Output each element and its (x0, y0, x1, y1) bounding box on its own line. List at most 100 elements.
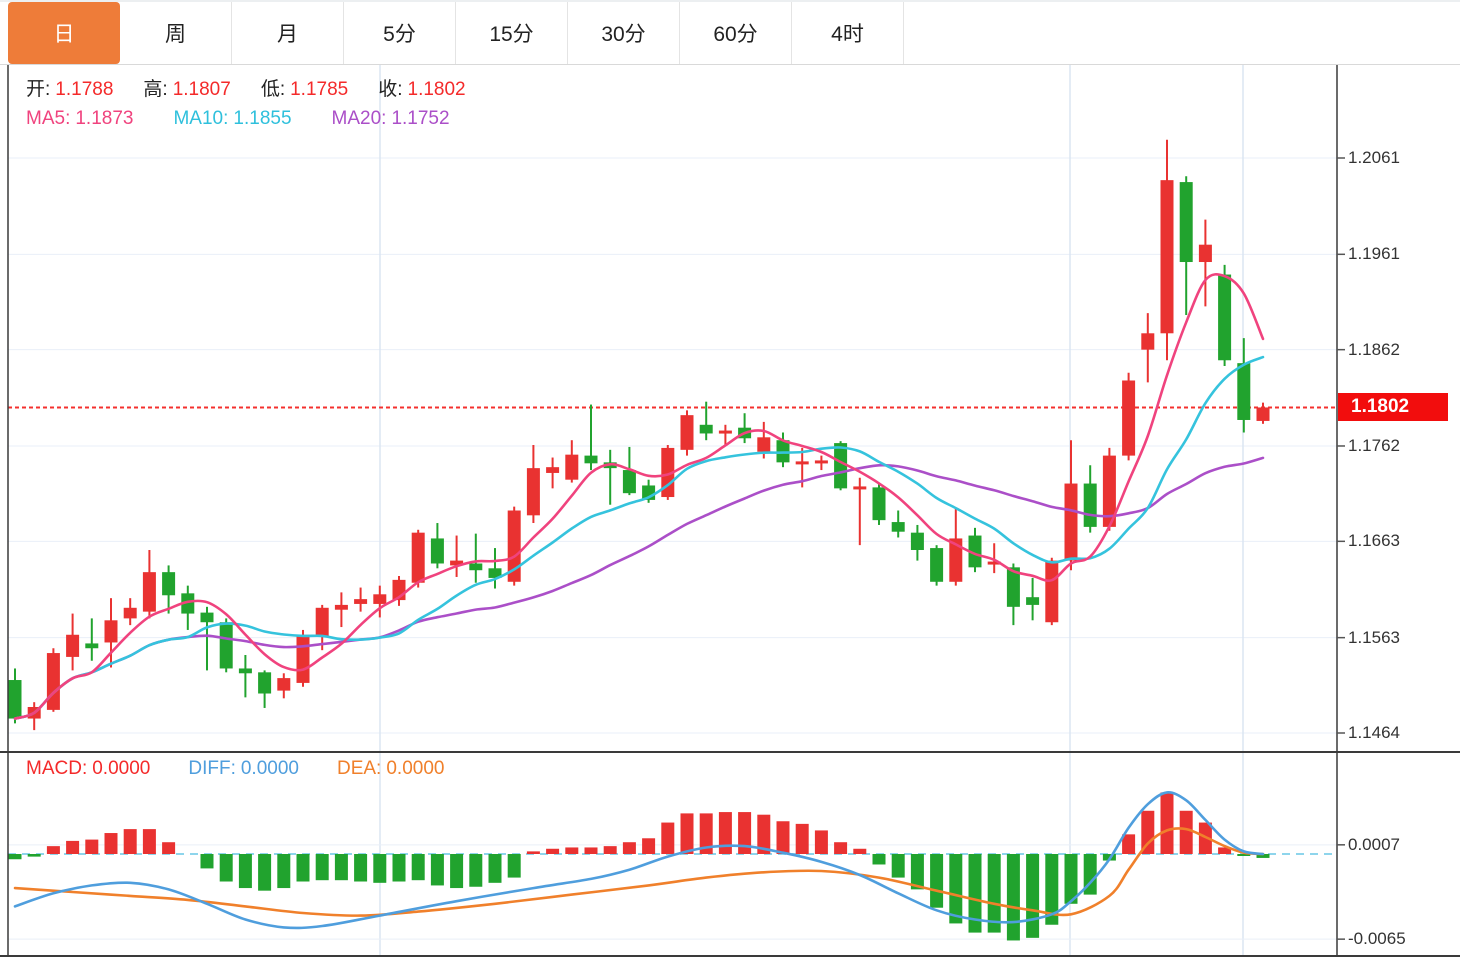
candle-body (814, 460, 828, 464)
macd-bar (200, 854, 214, 869)
candle-body (565, 454, 579, 480)
candle-body (1064, 483, 1078, 561)
tab-30min[interactable]: 30分 (568, 2, 680, 64)
ma10-value: 1.1855 (233, 108, 292, 129)
macd-bar (718, 812, 732, 854)
macd-tick-1: 0.0007 (1348, 835, 1400, 854)
macd-bar (488, 854, 502, 883)
ma20-line (13, 456, 1265, 720)
ma5-line (13, 273, 1265, 720)
candle-body (661, 447, 675, 498)
macd-bar (296, 854, 310, 882)
macd-bar (373, 854, 387, 883)
tab-day[interactable]: 日 (8, 2, 120, 64)
candle-body (430, 538, 444, 564)
price-tick-7: 1.1464 (1348, 723, 1400, 742)
candle-body (238, 668, 252, 674)
candle-body (258, 672, 272, 694)
macd-bar (450, 854, 464, 889)
candle-body (85, 643, 99, 649)
macd-bar (315, 854, 329, 881)
tab-60min[interactable]: 60分 (680, 2, 792, 64)
candle-body (104, 620, 118, 643)
candle-body (546, 467, 560, 473)
macd-bar (123, 829, 137, 854)
close-label: 收: (378, 79, 403, 100)
candle-body (584, 455, 598, 464)
macd-bar (642, 838, 656, 854)
macd-label: MACD: (26, 758, 88, 779)
macd-bar (872, 854, 886, 865)
macd-bar (277, 854, 291, 889)
macd-bar (27, 854, 41, 857)
macd-bar (814, 830, 828, 854)
candle-body (1006, 567, 1020, 607)
ma10-line (13, 355, 1265, 720)
candle-body (987, 561, 1001, 565)
tab-5min[interactable]: 5分 (344, 2, 456, 64)
macd-bar (104, 833, 118, 854)
macd-bar (930, 854, 944, 908)
macd-bar (661, 822, 675, 854)
macd-bar (85, 839, 99, 854)
candle-body (354, 599, 368, 604)
macd-bar (46, 846, 60, 854)
macd-bar (1160, 792, 1174, 854)
macd-bar (258, 854, 272, 891)
macd-bar (738, 812, 752, 854)
macd-bar (584, 847, 598, 854)
tab-week[interactable]: 周 (120, 2, 232, 64)
dea-value: 0.0000 (386, 758, 445, 779)
macd-bar (776, 821, 790, 854)
candle-body (66, 634, 80, 657)
candle-body (930, 548, 944, 582)
macd-bar (987, 854, 1001, 933)
macd-bar (1064, 854, 1078, 904)
macd-bar (507, 854, 521, 878)
candle-body (1122, 380, 1136, 456)
macd-bar (8, 854, 22, 860)
macd-bar (699, 813, 713, 854)
macd-bar (219, 854, 233, 882)
macd-bar (66, 840, 80, 854)
macd-bar (757, 814, 771, 854)
price-tick-2: 1.1961 (1348, 244, 1400, 263)
candle-body (1179, 182, 1193, 263)
macd-bar (622, 842, 636, 854)
candle-body (507, 510, 521, 582)
tab-4hour[interactable]: 4时 (792, 2, 904, 64)
macd-bar (238, 854, 252, 889)
tab-month[interactable]: 月 (232, 2, 344, 64)
candle-body (1198, 244, 1212, 263)
candle-body (526, 468, 540, 516)
candle-body (450, 560, 464, 566)
candle-body (776, 440, 790, 463)
tab-15min[interactable]: 15分 (456, 2, 568, 64)
candle-body (296, 634, 310, 683)
ma5-label: MA5: (26, 108, 71, 129)
macd-bar (565, 847, 579, 854)
candle-body (469, 563, 483, 571)
candle-body (1045, 560, 1059, 623)
candle-body (334, 604, 348, 610)
macd-bar (1179, 810, 1193, 854)
macd-bar (546, 848, 560, 854)
macd-bar (834, 842, 848, 854)
candle-body (949, 538, 963, 582)
macd-bar (392, 854, 406, 882)
candle-body (757, 437, 771, 452)
macd-bar (1141, 810, 1155, 854)
macd-bar (1006, 854, 1020, 941)
price-tick-6: 1.1563 (1348, 628, 1400, 647)
diff-line (13, 791, 1265, 930)
candle-body (123, 607, 137, 619)
macd-bar (1045, 854, 1059, 925)
high-value: 1.1807 (172, 79, 231, 100)
candle-body (46, 653, 60, 710)
macd-bar (1237, 854, 1251, 856)
candle-body (488, 568, 502, 578)
candle-body (1083, 483, 1097, 527)
candle-body (891, 522, 905, 532)
open-value: 1.1788 (55, 79, 114, 100)
